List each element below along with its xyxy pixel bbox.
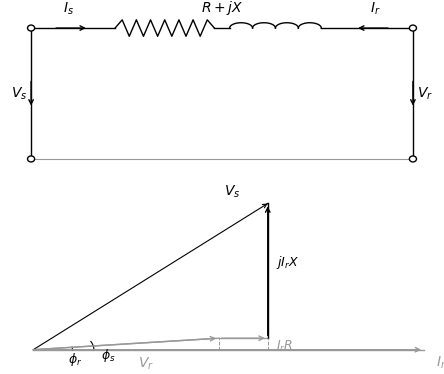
Text: $jI_rX$: $jI_rX$ <box>276 254 299 271</box>
Text: $V_s$: $V_s$ <box>11 85 28 102</box>
Text: $V_r$: $V_r$ <box>138 356 154 373</box>
Text: $I_r$: $I_r$ <box>436 355 444 371</box>
Circle shape <box>28 25 35 31</box>
Text: $V_r$: $V_r$ <box>417 85 433 102</box>
Text: $V_s$: $V_s$ <box>224 184 240 200</box>
Circle shape <box>409 25 416 31</box>
Circle shape <box>409 156 416 162</box>
Circle shape <box>28 156 35 162</box>
Text: $I_rR$: $I_rR$ <box>276 339 293 354</box>
Text: $I_r$: $I_r$ <box>370 0 381 17</box>
Text: $\phi_r$: $\phi_r$ <box>68 350 83 368</box>
Text: $I_s$: $I_s$ <box>63 0 74 17</box>
Text: $\phi_s$: $\phi_s$ <box>101 347 115 364</box>
Text: $R + jX$: $R + jX$ <box>201 0 243 17</box>
